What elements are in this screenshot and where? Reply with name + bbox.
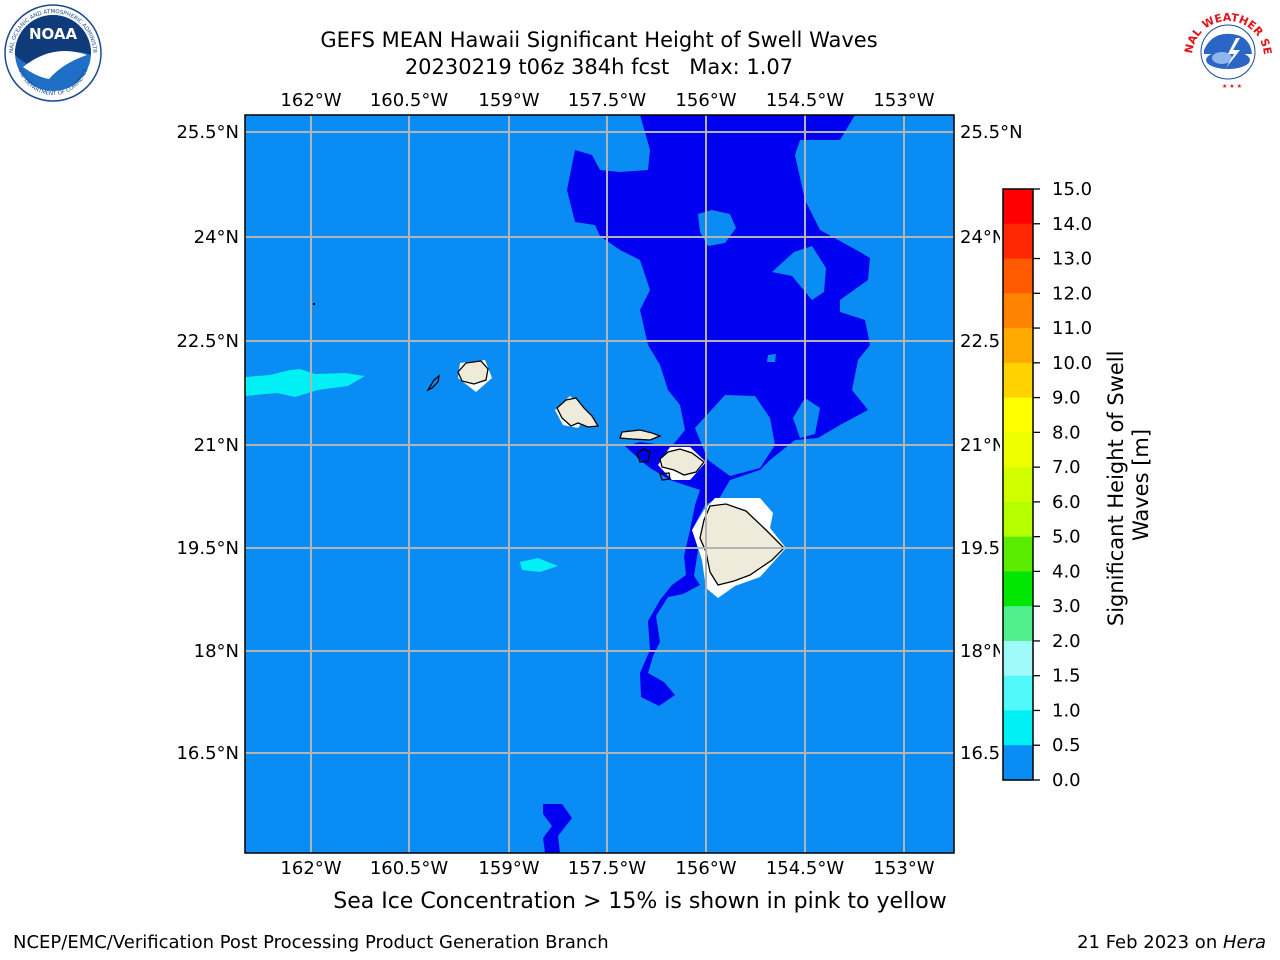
lon-label: 162°W	[280, 90, 341, 111]
island-lanai	[636, 448, 651, 463]
lat-label: 19.5°N	[176, 538, 239, 559]
colorbar-tick-label: 4.0	[1052, 561, 1081, 582]
colorbar-tick-label: 8.0	[1052, 422, 1081, 443]
ocean-pocket-e	[695, 395, 775, 476]
colorbar-cell	[1003, 536, 1033, 573]
colorbar-cell	[1003, 223, 1033, 260]
colorbar-tick-label: 0.0	[1052, 770, 1081, 791]
ocean-pocket-c	[767, 354, 776, 362]
high-swell-south	[520, 558, 558, 572]
colorbar-cell	[1003, 640, 1033, 677]
colorbar-cell	[1003, 362, 1033, 399]
lon-label: 156°W	[675, 90, 736, 111]
lat-label: 24°N	[194, 227, 239, 248]
lat-label: 22.5°N	[176, 331, 239, 352]
lon-label: 156°W	[675, 858, 736, 879]
colorbar-cell	[1003, 710, 1033, 746]
lon-label: 154.5°W	[766, 90, 845, 111]
colorbar-tick-label: 1.0	[1052, 700, 1081, 721]
lon-label: 157.5°W	[568, 90, 647, 111]
colorbar-tick-label: 1.5	[1052, 666, 1081, 687]
lon-label: 160.5°W	[370, 858, 449, 879]
colorbar-cell	[1003, 571, 1033, 607]
lon-label: 153°W	[873, 90, 934, 111]
lat-label: 18°N	[960, 641, 1005, 662]
colorbar-frame	[1002, 188, 1034, 781]
colorbar-cell	[1003, 745, 1033, 781]
small-islet	[313, 303, 315, 305]
footer-date: 21 Feb 2023 on Hera	[1077, 932, 1266, 953]
island-oahu	[556, 397, 600, 428]
nws-logo: NATIONAL WEATHER SERVICE ★ ★ ★	[1178, 2, 1276, 100]
lat-label: 21°N	[960, 435, 1005, 456]
island-kauai	[457, 360, 489, 385]
footer-host: Hera	[1222, 932, 1266, 953]
svg-text:★ ★ ★: ★ ★ ★	[1222, 83, 1242, 90]
colorbar-label: Significant Height of Swell Waves [m]	[1104, 344, 1153, 626]
lon-label: 159°W	[478, 90, 539, 111]
ocean-pocket-d	[793, 398, 820, 438]
colorbar-tick-label: 5.0	[1052, 527, 1081, 548]
map-field	[245, 115, 954, 853]
island-hawaii	[699, 503, 785, 586]
lon-label: 162°W	[280, 858, 341, 879]
lat-label: 25.5°N	[176, 122, 239, 143]
lat-label: 24°N	[960, 227, 1005, 248]
noaa-logo: NOAA NATIONAL OCEANIC AND ATMOSPHERIC AD…	[3, 3, 102, 102]
colorbar-cell	[1003, 293, 1033, 329]
colorbar-tick-label: 6.0	[1052, 492, 1081, 513]
lon-label: 160.5°W	[370, 90, 449, 111]
colorbar-cell	[1003, 432, 1033, 468]
colorbar-cell	[1003, 675, 1033, 712]
colorbar-tick-label: 0.5	[1052, 735, 1081, 756]
island-maui	[659, 448, 705, 476]
colorbar-tick-label: 7.0	[1052, 457, 1081, 478]
lat-label: 21°N	[194, 435, 239, 456]
graticule	[245, 115, 954, 853]
island-niihau	[426, 374, 440, 392]
lon-label: 154.5°W	[766, 858, 845, 879]
island-kahoolawe	[659, 472, 671, 481]
island-molokai	[619, 429, 662, 441]
colorbar-tick-label: 14.0	[1052, 214, 1092, 235]
colorbar-cell	[1003, 397, 1033, 433]
footer-credit: NCEP/EMC/Verification Post Processing Pr…	[13, 932, 609, 953]
colorbar: 15.0 14.0 13.0 12.0 11.0 10.0 9.0 8.0 7.0 6.0 5.0 4…	[1000, 179, 1153, 791]
map-frame	[244, 114, 955, 854]
lat-labels-left: 25.5°N 24°N 22.5°N 21°N 19.5°N 18°N 16.5…	[176, 122, 239, 764]
lat-label: 25.5°N	[960, 122, 1023, 143]
sea-ice-caption: Sea Ice Concentration > 15% is shown in …	[333, 889, 947, 914]
lon-labels-top: 162°W 160.5°W 159°W 157.5°W 156°W 154.5°…	[280, 90, 934, 111]
colorbar-cell	[1003, 328, 1033, 364]
colorbar-cell	[1003, 258, 1033, 294]
footer-date-text: 21 Feb 2023 on	[1077, 932, 1223, 953]
lon-label: 157.5°W	[568, 858, 647, 879]
lat-label: 16.5°N	[176, 743, 239, 764]
colorbar-tick-label: 12.0	[1052, 283, 1092, 304]
colorbar-tick-label: 9.0	[1052, 388, 1081, 409]
chart-subtitle: 20230219 t06z 384h fcst Max: 1.07	[404, 55, 794, 79]
colorbar-tick-label: 3.0	[1052, 596, 1081, 617]
lon-label: 159°W	[478, 858, 539, 879]
chart-title: GEFS MEAN Hawaii Significant Height of S…	[320, 28, 878, 52]
colorbar-tick-label: 13.0	[1052, 249, 1092, 270]
colorbar-cell	[1003, 606, 1033, 642]
lon-label: 153°W	[873, 858, 934, 879]
ocean-pocket-b	[772, 246, 826, 300]
colorbar-cell	[1003, 467, 1033, 503]
lon-labels-bottom: 162°W 160.5°W 159°W 157.5°W 156°W 154.5°…	[280, 858, 934, 879]
noaa-logo-text: NOAA	[29, 25, 78, 43]
colorbar-tick-label: 11.0	[1052, 318, 1092, 339]
colorbar-tick-label: 2.0	[1052, 631, 1081, 652]
colorbar-tick-label: 10.0	[1052, 353, 1092, 374]
colorbar-cell	[1003, 501, 1033, 538]
colorbar-cell	[1003, 189, 1033, 225]
low-swell-south	[543, 804, 572, 853]
high-swell-west	[245, 369, 365, 397]
lat-label: 18°N	[194, 641, 239, 662]
colorbar-tick-label: 15.0	[1052, 179, 1092, 200]
